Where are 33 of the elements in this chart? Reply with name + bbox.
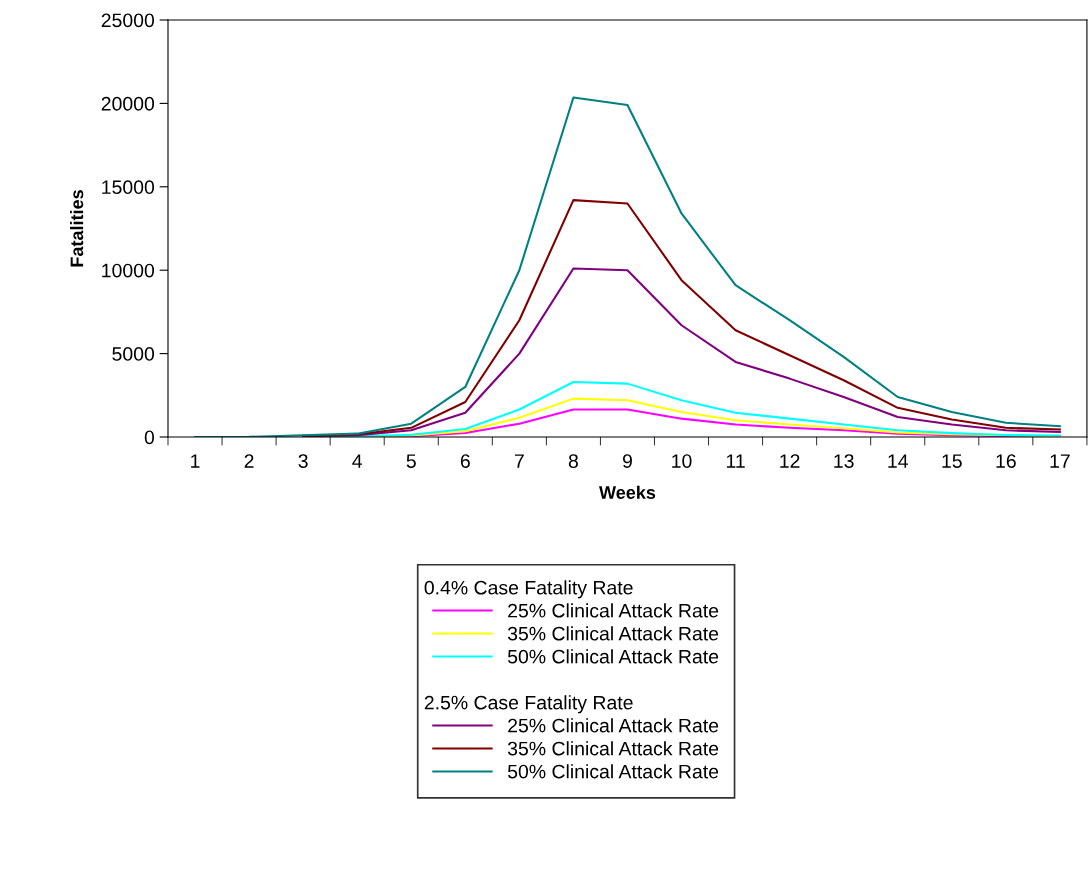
legend-label: 50% Clinical Attack Rate	[507, 764, 719, 779]
x-tick-label: 7	[514, 454, 524, 468]
x-tick-label: 2	[244, 454, 254, 468]
x-tick-label: 4	[352, 454, 363, 468]
text: 0.4% Case Fatality Rate	[424, 580, 633, 599]
x-tick-label: 5	[406, 454, 416, 468]
x-tick-label: 11	[726, 454, 745, 468]
x-tick-label: 12	[780, 454, 800, 468]
x-tick-label: 6	[460, 454, 470, 468]
legend-label: 50% Clinical Attack Rate	[507, 649, 719, 664]
y-tick-label: 15000	[102, 180, 155, 195]
x-axis-title: Weeks	[599, 485, 656, 499]
x-tick-label: 15	[942, 454, 962, 468]
y-tick-label: 5000	[112, 347, 155, 361]
y-tick-label: 25000	[101, 13, 155, 28]
y-tick-label: 0	[144, 430, 155, 445]
x-tick-label: 8	[568, 454, 578, 468]
x-tick-label: 9	[622, 454, 632, 468]
legend-label: 35% Clinical Attack Rate	[507, 741, 719, 756]
y-tick-label: 10000	[102, 263, 155, 278]
y-tick-label: 20000	[101, 96, 155, 111]
x-tick-label: 3	[298, 454, 308, 468]
text: 2.5% Case Fatality Rate	[424, 695, 633, 714]
legend-label: 35% Clinical Attack Rate	[507, 626, 719, 641]
legend-label: 25% Clinical Attack Rate	[508, 603, 719, 618]
x-tick-label: 10	[672, 454, 692, 468]
x-tick-label: 1	[191, 454, 200, 468]
legend-label: 25% Clinical Attack Rate	[508, 718, 719, 733]
x-tick-label: 14	[888, 454, 908, 468]
x-tick-label: 17	[1050, 454, 1070, 468]
x-tick-label: 16	[996, 454, 1016, 468]
y-axis-title: Fatalities	[70, 190, 84, 267]
x-tick-label: 13	[834, 454, 854, 468]
